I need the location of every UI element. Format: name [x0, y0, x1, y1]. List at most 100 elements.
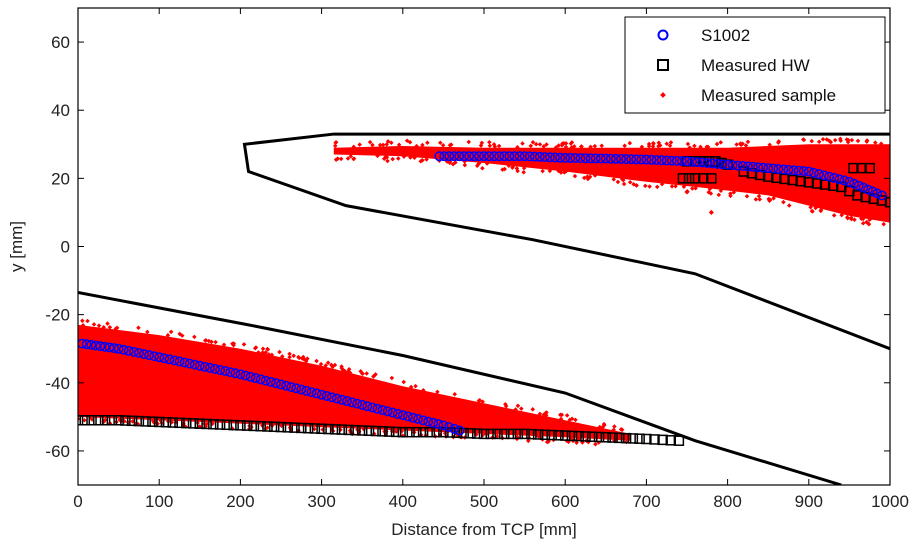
measured-hw-point — [795, 175, 806, 187]
s1002-point — [265, 376, 276, 387]
sample-point — [91, 322, 97, 327]
s1002-point — [778, 164, 789, 175]
x-tick-label: 600 — [551, 492, 579, 511]
measured-hw-point — [296, 422, 307, 434]
measured-hw-point — [438, 426, 449, 438]
x-axis-label: Distance from TCP [mm] — [391, 520, 576, 539]
sample-point — [265, 346, 270, 352]
sample-point — [389, 375, 395, 381]
sample-point — [358, 369, 363, 374]
measured-hw-point — [539, 429, 551, 440]
s1002-point — [245, 371, 256, 382]
sample-point — [574, 440, 579, 446]
s1002-point — [616, 154, 626, 164]
measured-hw-point — [309, 423, 321, 434]
s1002-point — [250, 373, 261, 384]
s1002-point — [803, 166, 814, 177]
s1002-point — [439, 151, 450, 162]
s1002-point — [240, 370, 251, 381]
measured-hw-point — [689, 173, 701, 184]
boundary-line-1 — [242, 132, 890, 351]
sample-point — [602, 422, 607, 428]
sample-point — [269, 352, 275, 358]
sample-point — [611, 427, 616, 433]
sample-point — [396, 156, 401, 161]
measured-hw-point — [384, 426, 395, 437]
sample-point — [692, 143, 697, 149]
s1002-point — [90, 340, 101, 351]
sample-point — [643, 183, 648, 189]
sample-point — [390, 156, 395, 162]
sample-point — [622, 143, 627, 148]
s1002-point — [230, 368, 241, 379]
sample-point — [881, 221, 886, 227]
measured-hw-point — [268, 421, 280, 433]
sample-point — [820, 137, 826, 142]
sample-point — [519, 406, 524, 411]
s1002-point — [433, 419, 444, 430]
s1002-point — [260, 375, 271, 386]
measured-hw-point — [78, 415, 84, 426]
legend-marker-measured-hw — [657, 59, 669, 71]
measured-hw-point — [697, 173, 709, 184]
measured-hw-point — [706, 173, 717, 184]
s1002-point — [128, 346, 139, 357]
s1002-point — [362, 401, 373, 412]
s1002-point — [872, 188, 883, 199]
sample-point — [647, 184, 652, 189]
x-tick-label: 400 — [389, 492, 417, 511]
sample-point — [541, 412, 547, 417]
sample-point — [291, 353, 296, 359]
y-tick-label: -40 — [45, 374, 70, 393]
sample-point — [684, 189, 690, 195]
measured-hw-point — [275, 421, 287, 433]
s1002-point — [459, 151, 470, 162]
s1002-point — [169, 355, 180, 366]
x-tick-label: 500 — [470, 492, 498, 511]
sample-point — [364, 371, 369, 376]
sample-point — [357, 142, 362, 147]
boundary-line-2 — [78, 291, 842, 485]
s1002-point — [352, 398, 363, 409]
s1002-point — [316, 389, 327, 400]
s1002-point — [534, 151, 545, 162]
s1002-point — [347, 397, 357, 408]
s1002-point — [449, 151, 460, 162]
sample-point — [484, 161, 490, 166]
sample-point — [530, 407, 536, 412]
measured-hw-point — [573, 430, 584, 442]
measured-hw-point — [580, 431, 591, 442]
sample-point — [599, 143, 605, 148]
sample-point — [744, 194, 750, 199]
measured-hw-point — [228, 419, 239, 431]
sample-point — [558, 416, 564, 422]
s1002-point — [732, 160, 743, 171]
s1002-point — [585, 153, 596, 164]
s1002-point — [454, 425, 465, 436]
sample-point — [669, 184, 675, 189]
sample-point — [476, 398, 482, 403]
s1002-point — [504, 151, 515, 162]
s1002-point — [402, 411, 413, 422]
s1002-point — [773, 164, 784, 174]
s1002-point — [819, 170, 829, 181]
measured-hw-point — [316, 423, 327, 435]
sample-point — [569, 416, 575, 421]
s1002-point — [763, 163, 774, 174]
sample-point — [564, 413, 570, 418]
s1002-point — [824, 171, 835, 182]
s1002-point — [408, 412, 418, 423]
s1002-point — [742, 161, 753, 172]
s1002-point — [179, 357, 190, 368]
measured-hw-point — [787, 174, 798, 186]
y-tick-label: 0 — [61, 238, 70, 257]
s1002-point — [605, 153, 616, 164]
s1002-point — [154, 352, 165, 363]
measured-hw-point — [532, 429, 544, 440]
s1002-point — [555, 152, 566, 163]
sample-point — [203, 338, 209, 343]
measured-hw-point — [634, 433, 645, 444]
s1002-point — [550, 152, 560, 163]
measured-hw-point — [235, 420, 246, 431]
s1002-point — [109, 343, 119, 354]
